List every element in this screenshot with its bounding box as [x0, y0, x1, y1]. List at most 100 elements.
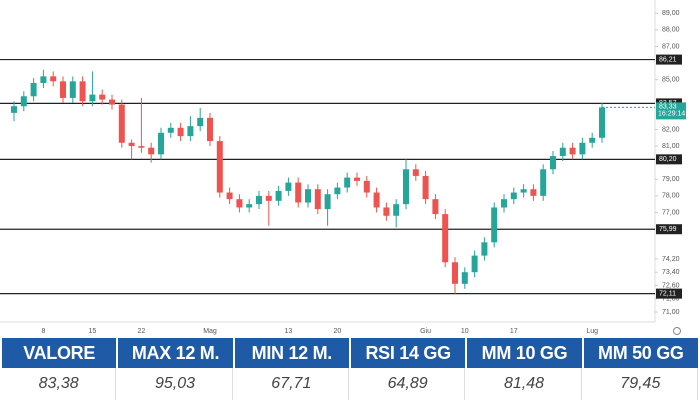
candle-body [314, 189, 321, 210]
candle-body [295, 182, 302, 203]
candle-body [354, 177, 360, 181]
candle-body [246, 204, 253, 208]
level-label: 72,11 [659, 290, 676, 297]
candle-body [158, 132, 164, 155]
candle-body [69, 81, 76, 98]
candle-body [187, 126, 194, 137]
candle-body [569, 147, 576, 155]
candle-body [177, 127, 184, 137]
candle-body [599, 107, 605, 138]
value-cell: 81,48 [467, 368, 582, 400]
x-tick-label: 8 [41, 328, 45, 335]
y-tick-label: 81,00 [662, 143, 680, 150]
candle-body [540, 169, 547, 196]
y-tick-label: 82,00 [662, 126, 680, 133]
x-tick-label: 13 [285, 328, 293, 335]
candle-body [265, 195, 272, 201]
y-tick-label: 78,00 [662, 193, 680, 200]
candle-body [197, 117, 204, 127]
candle-body [40, 76, 47, 83]
candle-body [324, 194, 331, 210]
y-tick-label: 73,40 [662, 269, 680, 276]
y-tick-label: 85,00 [662, 77, 680, 84]
candle-body [216, 141, 223, 193]
level-box [656, 288, 682, 299]
level-box [656, 54, 682, 65]
last-price-label: 83,33 [659, 104, 677, 111]
candle-body [559, 147, 566, 157]
candle-body [275, 190, 282, 201]
header-cell: MM 10 GG [467, 338, 582, 368]
candle-body [207, 117, 213, 142]
candle-body [334, 187, 341, 195]
level-box [656, 154, 682, 165]
x-tick-label: 10 [461, 328, 469, 335]
candle-body [530, 189, 537, 196]
candle-body [99, 94, 106, 100]
candle-body [579, 142, 586, 155]
candle-body [50, 76, 57, 82]
x-tick-label: 20 [334, 328, 342, 335]
chart: 89,00 88,00 87,00 85,00 82,00 81,00 79,00 78,00… [0, 0, 686, 335]
value-row: 83,38 95,03 67,71 64,89 81,48 79,45 [2, 368, 698, 400]
candle-body [118, 104, 125, 143]
candle-body [442, 214, 449, 263]
candle-body [30, 82, 37, 97]
candle-body [344, 177, 351, 188]
y-tick-label: 77,00 [662, 209, 680, 216]
x-tick-label: Giu [420, 328, 431, 335]
candle-body [20, 96, 27, 107]
value-cell: 67,71 [235, 368, 349, 400]
header-cell: MIN 12 M. [234, 338, 349, 368]
candle-body [510, 192, 517, 200]
candle-body [373, 192, 380, 208]
candle-body [60, 81, 66, 98]
stats-table: VALORE MAX 12 M. MIN 12 M. RSI 14 GG MM 10 G… [0, 338, 700, 400]
candle-body [148, 147, 155, 155]
candle-body [236, 199, 243, 208]
candle-body [383, 207, 390, 216]
candle-body [167, 127, 174, 133]
level-label: 80,20 [659, 156, 677, 163]
level-box [656, 224, 682, 235]
header-cell: VALORE [2, 338, 117, 368]
y-tick-label: 89,00 [662, 10, 680, 17]
candle-body [520, 189, 527, 193]
x-tick-label: 17 [510, 328, 518, 335]
candle-body [422, 175, 429, 200]
candle-body [305, 189, 311, 203]
candle-body [393, 204, 400, 216]
candle-body [452, 262, 458, 284]
header-row: VALORE MAX 12 M. MIN 12 M. RSI 14 GG MM 10 G… [2, 338, 698, 368]
candle-body [285, 182, 292, 191]
candle-body [471, 255, 478, 273]
candle-body [226, 192, 233, 200]
last-price-time: 16:29:14 [658, 111, 685, 118]
candle-body [589, 137, 596, 143]
candle-body [138, 146, 145, 148]
candle-body [109, 99, 115, 105]
candle-body [11, 106, 17, 113]
candle-body [461, 272, 468, 284]
x-tick-label: Lug [586, 328, 598, 335]
candle-body [403, 169, 409, 205]
y-tick-label: 87,00 [662, 43, 680, 50]
candle-body [432, 199, 439, 215]
last-price-box [656, 102, 686, 120]
settings-icon[interactable] [673, 327, 681, 335]
y-tick-label: 74,20 [662, 256, 680, 263]
value-cell: 64,89 [351, 368, 466, 400]
header-cell: RSI 14 GG [350, 338, 466, 368]
level-label: 75,99 [659, 226, 677, 233]
candle-body [256, 195, 262, 205]
x-tick-label: 22 [138, 328, 146, 335]
candle-body [79, 81, 86, 102]
x-tick-label: Mag [203, 328, 217, 335]
value-cell: 83,38 [2, 368, 117, 400]
candle-body [363, 180, 370, 193]
header-cell: MM 50 GG [583, 338, 698, 368]
y-tick-label: 79,00 [662, 176, 680, 183]
value-cell: 79,45 [584, 368, 698, 400]
candle-body [89, 94, 96, 102]
